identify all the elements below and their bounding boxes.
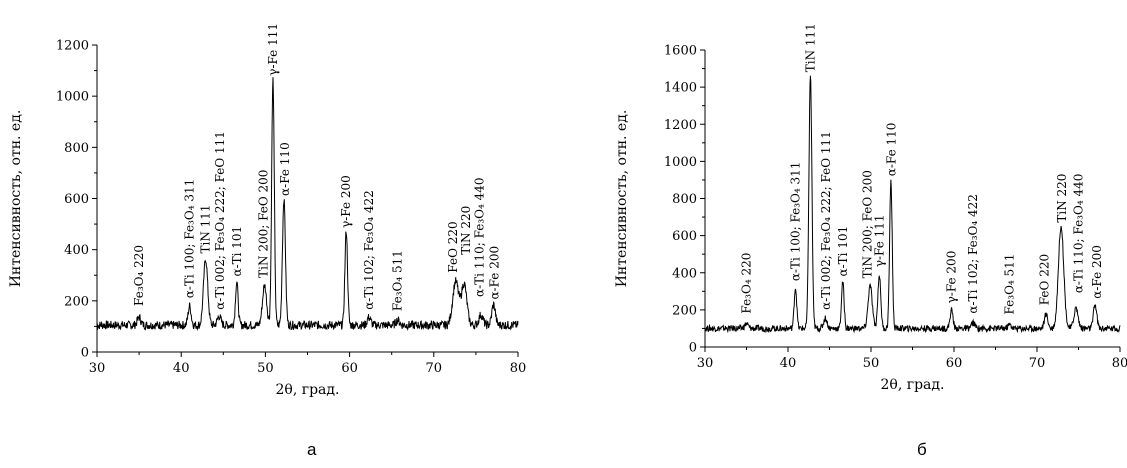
x-tick-label: 70 [1029, 356, 1046, 371]
spectrum-line [96, 77, 519, 332]
y-tick-label: 1200 [56, 39, 89, 54]
y-tick-label: 400 [672, 266, 697, 281]
peak-annotation: TiN 220 [1055, 174, 1069, 223]
peak-annotation: α-Fe 200 [487, 246, 501, 300]
peak-annotation: γ-Fe 200 [945, 251, 959, 304]
panel-label-a: а [307, 440, 317, 459]
x-axis-label: 2θ, град. [881, 377, 945, 393]
peak-annotation: γ-Fe 111 [872, 214, 886, 267]
peak-annotation: TiN 200; FeO 200 [257, 170, 271, 278]
y-tick-label: 1000 [664, 155, 697, 170]
peak-annotation: γ-Fe 111 [266, 23, 280, 76]
y-axis-label: Интенсивность, отн. ед. [614, 110, 630, 288]
x-tick-label: 50 [863, 356, 880, 371]
peak-annotation: α-Fe 110 [885, 123, 899, 177]
spectrum-line [704, 75, 1121, 334]
peak-annotation: TiN 200; FeO 200 [861, 170, 875, 278]
x-tick-label: 80 [510, 361, 527, 376]
peak-annotation: FeO 220 [1037, 254, 1051, 305]
peak-annotation: FeO 220 [446, 221, 460, 272]
y-tick-label: 200 [672, 303, 697, 318]
x-axis-label: 2θ, град. [276, 382, 340, 398]
peak-annotation: Fe₃O₄ 511 [391, 250, 405, 311]
peak-annotation: α-Ti 100; Fe₃O₄ 311 [788, 162, 802, 282]
x-tick-label: 40 [780, 356, 797, 371]
y-tick-label: 0 [81, 346, 89, 361]
peak-annotation: Fe₃O₄ 220 [740, 253, 754, 314]
peak-annotation: α-Ti 100; Fe₃O₄ 311 [183, 179, 197, 299]
peak-annotation: α-Fe 200 [1090, 245, 1104, 299]
xrd-chart-b: 30 40 50 60 70 800200400600800100012001400160… [614, 23, 1127, 393]
y-tick-label: 800 [672, 192, 697, 207]
y-tick-label: 600 [64, 192, 89, 207]
y-tick-label: 800 [64, 141, 89, 156]
peak-annotation: α-Ti 101 [230, 226, 244, 277]
x-tick-label: 60 [946, 356, 963, 371]
x-tick-label: 30 [89, 361, 106, 376]
y-tick-label: 1600 [664, 44, 697, 59]
peak-annotation: α-Ti 110; Fe₃O₄ 440 [472, 177, 486, 297]
x-tick-label: 30 [697, 356, 714, 371]
peak-annotation: Fe₃O₄ 220 [132, 245, 146, 306]
y-axis-label: Интенсивность, отн. ед. [8, 110, 24, 288]
panel-label-b: б [917, 440, 927, 459]
x-tick-label: 80 [1112, 356, 1127, 371]
y-tick-label: 1000 [56, 90, 89, 105]
y-tick-label: 600 [672, 229, 697, 244]
peak-annotation: α-Fe 110 [278, 142, 292, 196]
x-tick-label: 50 [257, 361, 274, 376]
peak-annotation: α-Ti 101 [836, 226, 850, 277]
peak-annotation: α-Ti 102; Fe₃O₄ 422 [966, 194, 980, 314]
y-tick-label: 1200 [664, 118, 697, 133]
peak-annotation: α-Ti 002; Fe₃O₄ 222; FeO 111 [213, 131, 227, 310]
x-tick-label: 60 [341, 361, 358, 376]
peak-annotation: TiN 220 [459, 206, 473, 255]
peak-annotation: TiN 111 [803, 23, 817, 72]
peak-annotation: α-Ti 110; Fe₃O₄ 440 [1072, 174, 1086, 294]
y-tick-label: 0 [689, 341, 697, 356]
y-tick-label: 1400 [664, 81, 697, 96]
y-tick-label: 200 [64, 294, 89, 309]
x-tick-label: 70 [426, 361, 443, 376]
peak-annotation: Fe₃O₄ 511 [1003, 254, 1017, 315]
peak-annotation: α-Ti 102; Fe₃O₄ 422 [362, 190, 376, 310]
y-tick-label: 400 [64, 243, 89, 258]
peak-annotation: α-Ti 002; Fe₃O₄ 222; FeO 111 [819, 131, 833, 310]
peak-annotation: γ-Fe 200 [339, 175, 353, 228]
x-tick-label: 40 [173, 361, 190, 376]
peak-annotation: TiN 111 [199, 204, 213, 253]
